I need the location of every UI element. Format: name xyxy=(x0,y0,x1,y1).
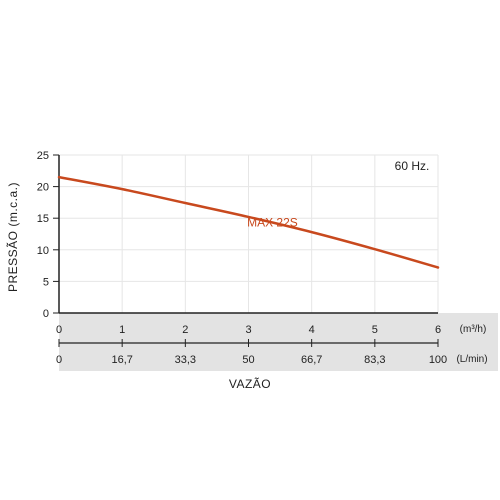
x-unit-m3h: (m³/h) xyxy=(460,324,487,335)
x-tick-label-lmin: 16,7 xyxy=(111,354,132,366)
x-tick-label-lmin: 50 xyxy=(242,354,254,366)
x-tick-label-lmin: 66,7 xyxy=(301,354,322,366)
x-tick-label-m3h: 2 xyxy=(182,324,188,336)
y-tick-label: 15 xyxy=(37,213,49,225)
y-tick-label: 0 xyxy=(43,308,49,320)
x-tick-label-lmin: 100 xyxy=(429,354,447,366)
x-tick-label-m3h: 5 xyxy=(372,324,378,336)
x-axis-title: VAZÃO xyxy=(229,377,271,391)
x-tick-label-m3h: 0 xyxy=(56,324,62,336)
axis-layer xyxy=(53,154,439,347)
series-label-max-22s: MAX 22S xyxy=(247,215,298,229)
y-tick-label: 10 xyxy=(37,245,49,257)
x-tick-label-m3h: 6 xyxy=(435,324,441,336)
x-tick-label-m3h: 3 xyxy=(245,324,251,336)
x-tick-label-lmin: 83,3 xyxy=(364,354,385,366)
x-tick-label-lmin: 0 xyxy=(56,354,62,366)
x-tick-label-lmin: 33,3 xyxy=(175,354,196,366)
y-tick-label: 5 xyxy=(43,276,49,288)
label-layer: 051015202500116,7233,3350466,7583,36100(… xyxy=(37,150,488,366)
x-tick-label-m3h: 1 xyxy=(119,324,125,336)
y-axis-title: PRESSÃO (m.c.a.) xyxy=(6,182,20,292)
x-unit-lmin: (L/min) xyxy=(456,354,487,365)
y-tick-label: 20 xyxy=(37,182,49,194)
series-line-max-22s xyxy=(57,175,440,269)
annotation-60hz: 60 Hz. xyxy=(395,159,430,173)
x-axis-band xyxy=(59,313,498,371)
x-axis-band-layer xyxy=(59,313,498,371)
grid-layer xyxy=(59,154,439,313)
series-layer xyxy=(57,175,440,269)
x-tick-label-m3h: 4 xyxy=(309,324,315,336)
y-tick-label: 25 xyxy=(37,150,49,162)
